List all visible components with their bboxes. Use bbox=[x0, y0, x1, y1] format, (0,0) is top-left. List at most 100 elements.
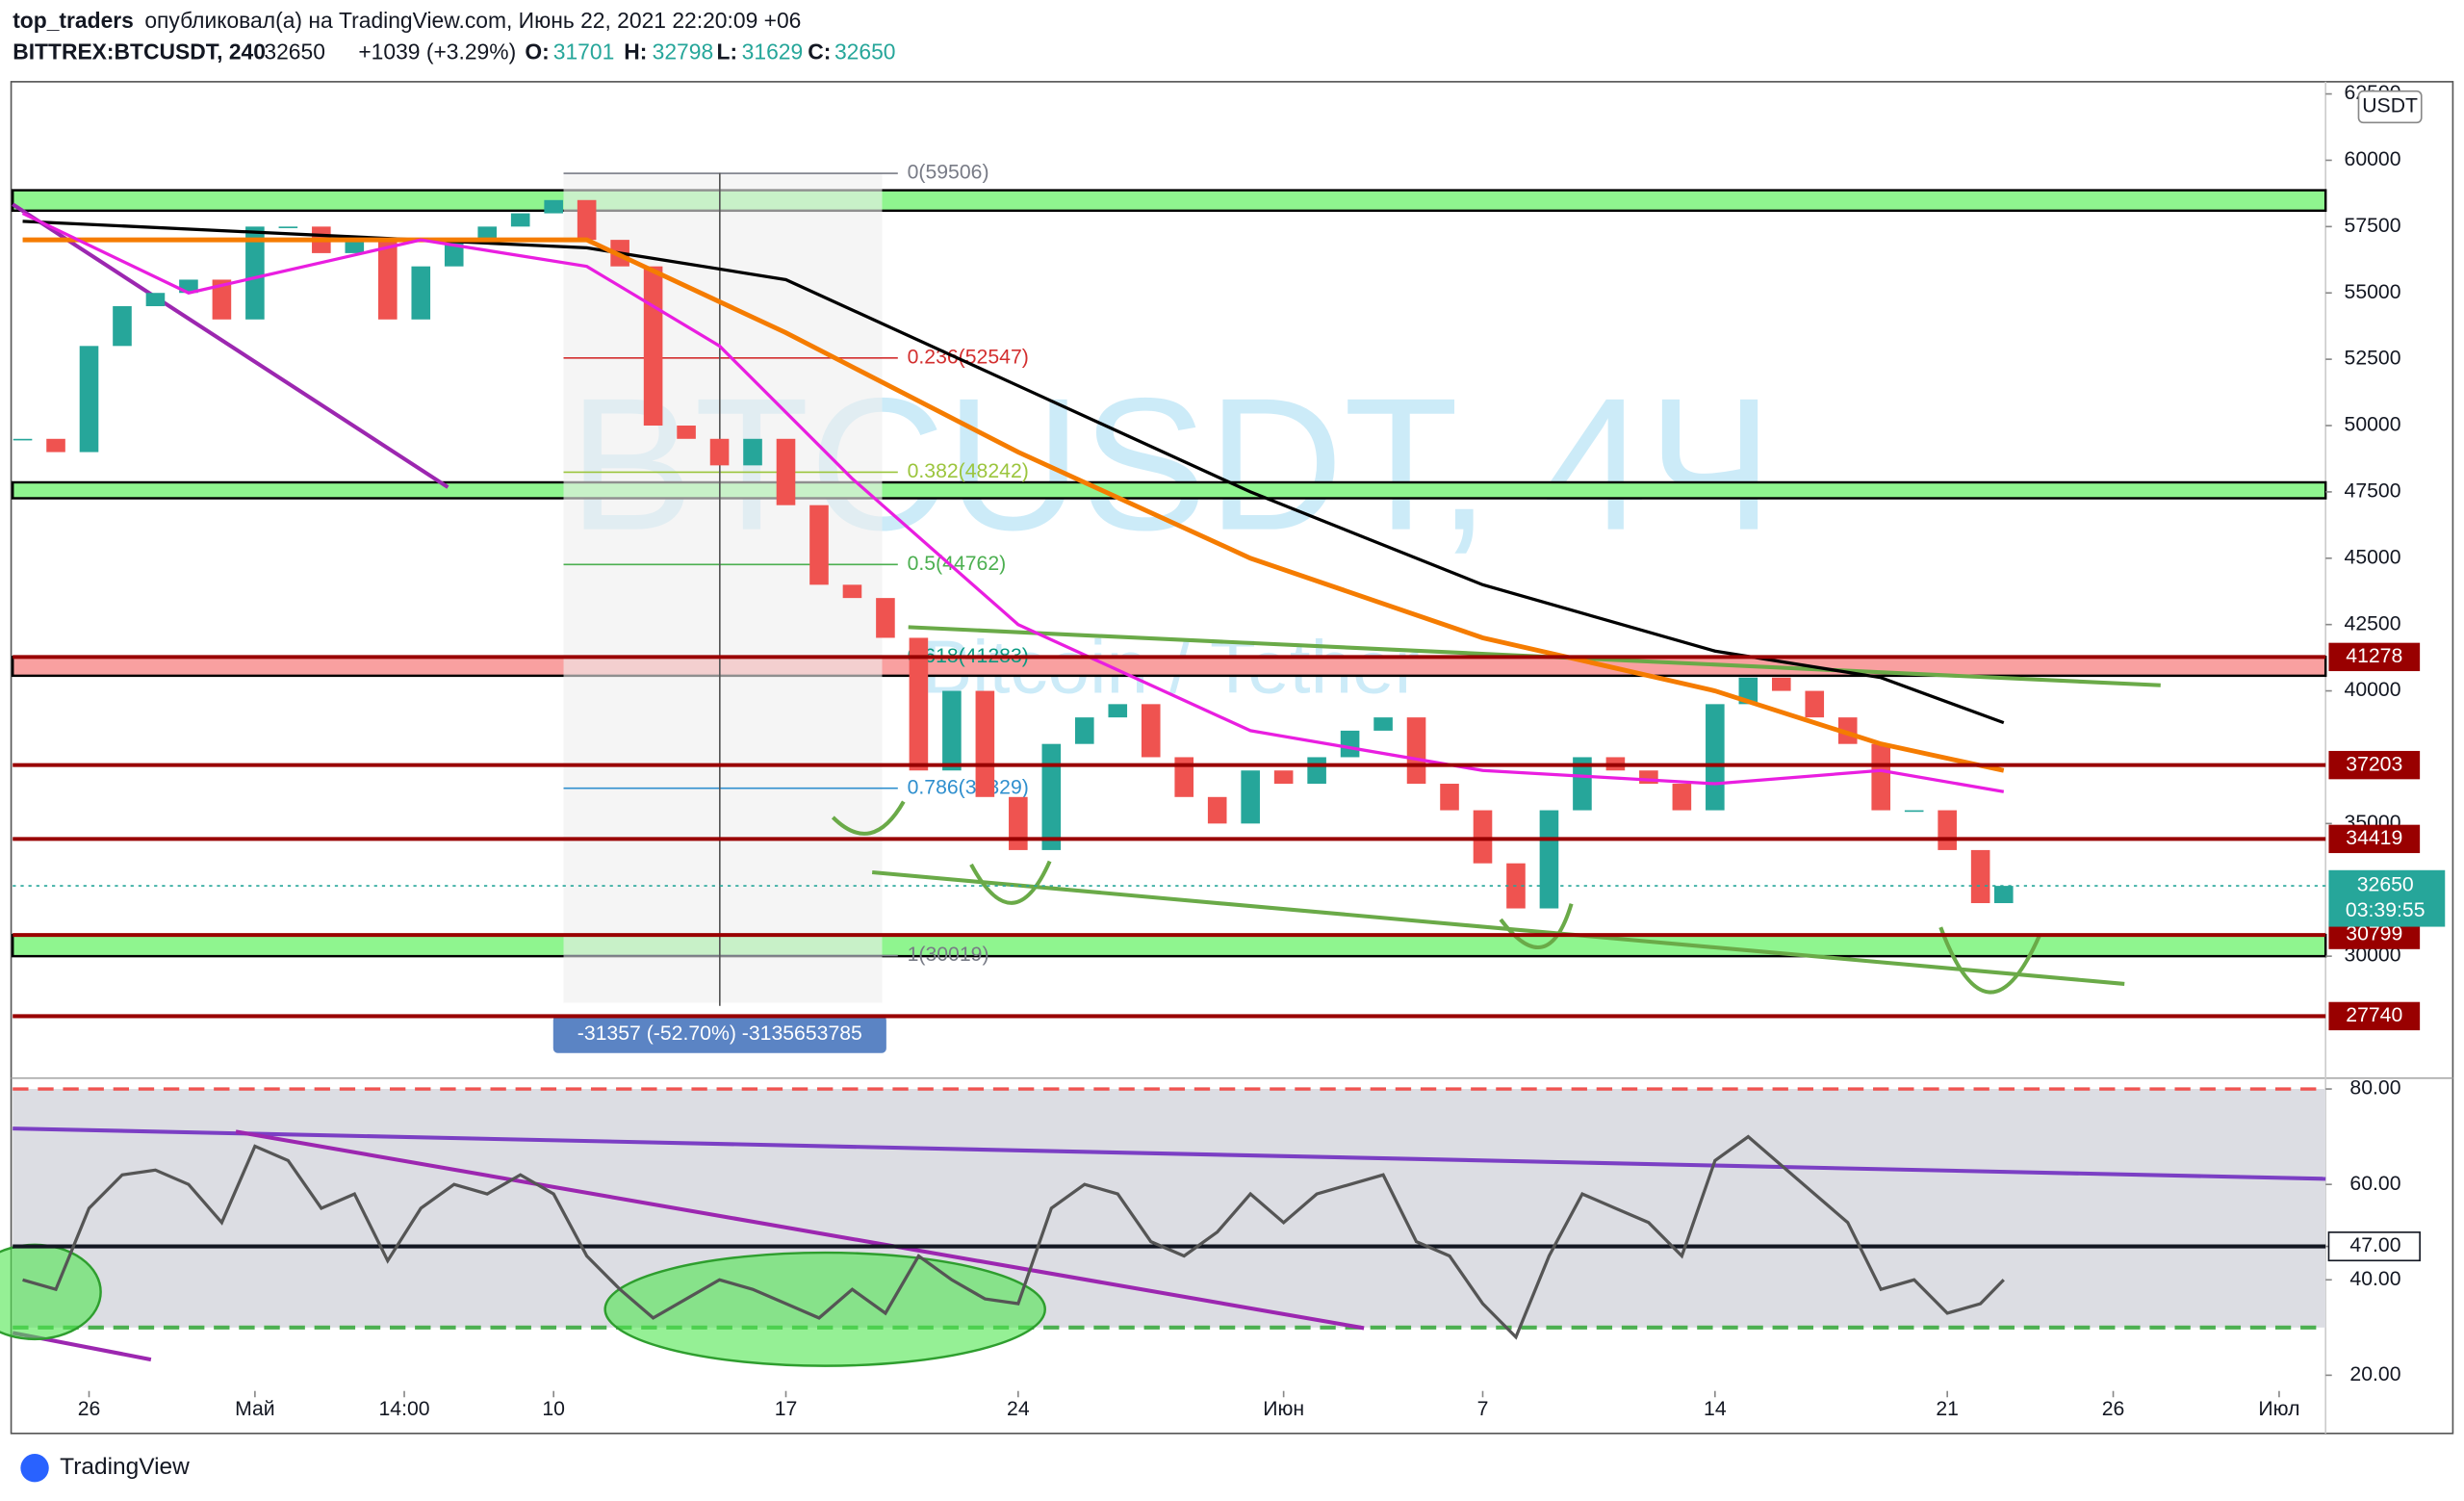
candle bbox=[1473, 810, 1493, 864]
trend-line bbox=[235, 1129, 1365, 1331]
candle bbox=[46, 438, 65, 453]
candle bbox=[477, 226, 498, 241]
candle bbox=[1074, 717, 1094, 744]
fib-label: 0.786(36329) bbox=[908, 776, 1029, 798]
x-tick-label: 26 bbox=[78, 1398, 101, 1420]
currency-box bbox=[2357, 90, 2423, 124]
last-price: 32650 bbox=[2357, 874, 2414, 896]
y-tick-label: 47.00 bbox=[2349, 1234, 2400, 1256]
low: 31629 bbox=[742, 39, 804, 65]
x-tick-label: 10 bbox=[542, 1398, 565, 1420]
fib-label: 1(30019) bbox=[908, 944, 989, 966]
countdown: 03:39:55 bbox=[2346, 899, 2426, 921]
candle bbox=[776, 438, 796, 505]
measure-box bbox=[552, 1015, 886, 1053]
level-box bbox=[2328, 642, 2421, 672]
candle bbox=[1241, 770, 1260, 824]
candle bbox=[1207, 796, 1227, 824]
zone bbox=[11, 933, 2327, 958]
symbol: BITTREX:BTCUSDT, 240 bbox=[13, 39, 266, 65]
l-label: L: bbox=[717, 39, 738, 65]
candle bbox=[909, 637, 929, 771]
candle bbox=[1174, 757, 1194, 797]
candle bbox=[842, 584, 862, 599]
candle bbox=[1307, 757, 1326, 785]
candle bbox=[278, 226, 298, 228]
y-tick-label: 20.00 bbox=[2349, 1363, 2400, 1385]
candle bbox=[113, 306, 132, 347]
x-tick-label: 17 bbox=[775, 1398, 798, 1420]
fib-label: 0.236(52547) bbox=[908, 346, 1029, 368]
x-tick-label: Май bbox=[235, 1398, 275, 1420]
candle bbox=[809, 505, 829, 585]
zone bbox=[11, 480, 2327, 500]
moving-average bbox=[21, 212, 2005, 793]
candle bbox=[1406, 717, 1426, 785]
candle bbox=[677, 426, 696, 439]
y-tick-label: 80.00 bbox=[2349, 1077, 2400, 1100]
y-tick-label: 47500 bbox=[2345, 480, 2401, 503]
level-label: 41278 bbox=[2346, 645, 2402, 667]
candle bbox=[1871, 743, 1891, 811]
trend-line bbox=[12, 202, 449, 489]
level-label: 37203 bbox=[2346, 753, 2402, 775]
zone bbox=[11, 189, 2327, 213]
trend-line bbox=[871, 869, 2125, 986]
candle bbox=[1373, 717, 1393, 731]
candle bbox=[1706, 704, 1725, 811]
candle bbox=[1993, 886, 2014, 904]
candle bbox=[1539, 810, 1559, 909]
x-tick-label: 26 bbox=[2102, 1398, 2125, 1420]
candle bbox=[377, 240, 398, 320]
high: 32798 bbox=[653, 39, 714, 65]
fib-area bbox=[563, 173, 883, 1003]
author: top_traders bbox=[13, 8, 134, 33]
candle bbox=[1938, 810, 1957, 850]
level-label: 30799 bbox=[2346, 923, 2402, 945]
candle bbox=[876, 598, 895, 638]
legend-line: BITTREX:BTCUSDT, 240 32650 +1039 (+3.29%… bbox=[13, 39, 895, 65]
candle bbox=[13, 438, 33, 441]
y-tick-label: 60.00 bbox=[2349, 1173, 2400, 1195]
candle bbox=[1970, 849, 1990, 904]
candle bbox=[1108, 704, 1128, 718]
candle bbox=[1672, 784, 1692, 811]
y-tick-label: 45000 bbox=[2345, 546, 2401, 568]
moving-average bbox=[22, 237, 2005, 773]
candle bbox=[145, 293, 166, 307]
sketch bbox=[831, 800, 2041, 995]
last: 32650 bbox=[264, 39, 325, 65]
fib-label: 0.5(44762) bbox=[908, 553, 1007, 575]
candle bbox=[1771, 677, 1791, 691]
candle bbox=[1805, 690, 1825, 718]
x-tick-label: Июл bbox=[2258, 1398, 2299, 1420]
level-box bbox=[2328, 1001, 2421, 1031]
y-tick-label: 30000 bbox=[2345, 945, 2401, 967]
x-tick-label: 14 bbox=[1704, 1398, 1727, 1420]
fib-label: 0(59506) bbox=[908, 162, 989, 184]
fib-label: 0.382(48242) bbox=[908, 460, 1029, 482]
y-tick-label: 42500 bbox=[2345, 612, 2401, 634]
logo bbox=[20, 1454, 49, 1483]
candle bbox=[709, 438, 730, 466]
level-box bbox=[2328, 824, 2421, 854]
candle bbox=[544, 199, 563, 214]
level-label: 27740 bbox=[2346, 1004, 2402, 1026]
last-price-box bbox=[2328, 869, 2446, 927]
y-tick-label: 52500 bbox=[2345, 348, 2401, 370]
candle bbox=[212, 279, 232, 320]
candle bbox=[1440, 784, 1459, 811]
c-label: C: bbox=[808, 39, 831, 65]
x-tick-label: 21 bbox=[1936, 1398, 1959, 1420]
candle bbox=[577, 199, 597, 241]
rsi-level-box bbox=[2327, 1231, 2421, 1262]
candle bbox=[245, 226, 265, 320]
y-tick-label: 57500 bbox=[2345, 215, 2401, 237]
zone bbox=[11, 656, 2327, 678]
y-tick-label: 60000 bbox=[2345, 148, 2401, 170]
candle bbox=[743, 438, 762, 466]
level-box bbox=[2328, 750, 2421, 780]
candle bbox=[1904, 810, 1924, 813]
candle bbox=[1573, 757, 1592, 811]
